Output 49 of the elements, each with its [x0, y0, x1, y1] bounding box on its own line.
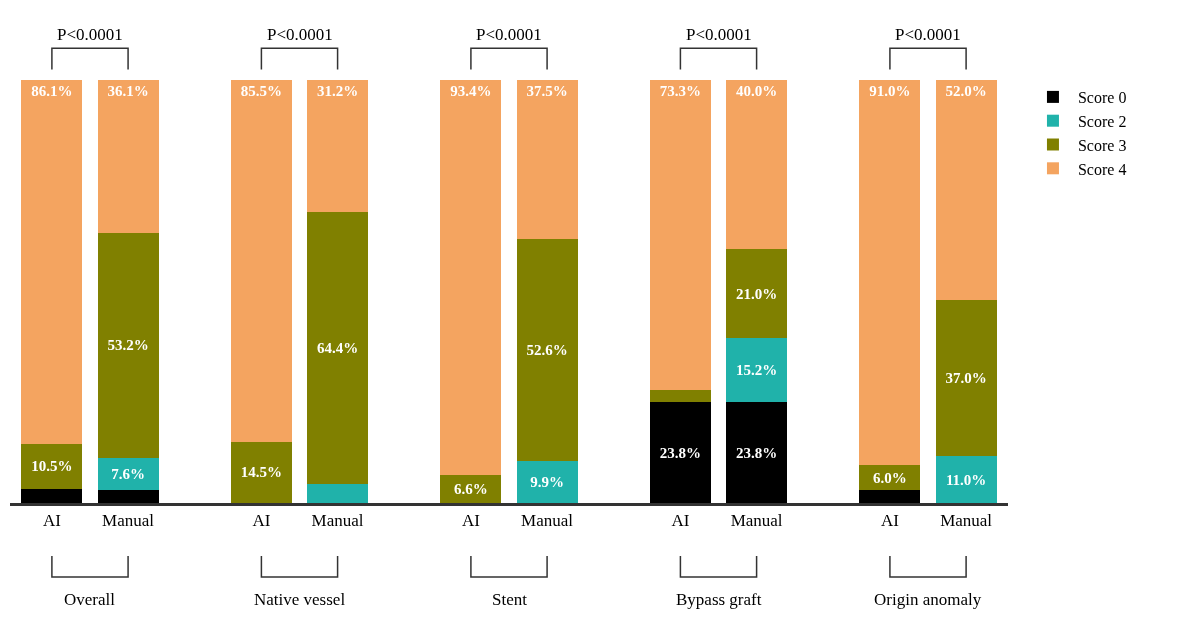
legend-label: Score 4: [1077, 160, 1127, 178]
text: Bypass graft: [676, 590, 762, 609]
legend-label: Score 3: [1077, 136, 1127, 154]
data-label: 73.3%: [659, 83, 702, 99]
data-label: 11.0%: [945, 471, 987, 488]
data-label: 52.0%: [945, 83, 987, 99]
x-tick-label: Manual: [730, 511, 783, 531]
text: Stent: [492, 590, 528, 609]
data-label: 6.0%: [873, 469, 907, 486]
x-tick-label: AI: [252, 511, 271, 531]
text: P<0.0001: [895, 25, 961, 44]
data-label: 53.2%: [107, 337, 149, 354]
data-label: 85.5%: [240, 83, 283, 99]
data-label: 37.5%: [526, 83, 568, 99]
text: Origin anomaly: [874, 590, 982, 609]
x-tick-label: AI: [461, 511, 481, 531]
legend-label: Score 0: [1077, 89, 1127, 107]
data-label: 14.5%: [240, 464, 283, 481]
text: P<0.0001: [476, 25, 542, 44]
data-label: 40.0%: [735, 83, 778, 99]
x-tick-label: Manual: [521, 511, 574, 531]
text: Overall: [64, 590, 116, 609]
data-label: 6.6%: [454, 481, 488, 498]
data-label: 64.4%: [316, 340, 359, 357]
x-tick-label: Manual: [940, 511, 993, 531]
legend-label: Score 2: [1077, 112, 1127, 130]
x-tick-label: Manual: [102, 511, 155, 531]
data-label: 86.1%: [31, 83, 73, 99]
x-tick-label: Manual: [311, 511, 364, 531]
x-tick-label: AI: [671, 511, 690, 531]
data-label: 21.0%: [735, 285, 778, 302]
data-label: 31.2%: [316, 83, 359, 99]
data-label: 15.2%: [735, 362, 778, 379]
data-label: 23.8%: [735, 444, 778, 461]
x-tick-label: AI: [42, 511, 62, 531]
data-label: 52.6%: [526, 341, 568, 358]
data-label: 36.1%: [107, 83, 149, 99]
data-label: 91.0%: [869, 83, 911, 99]
x-tick-label: AI: [880, 511, 900, 531]
data-label: 37.0%: [945, 370, 987, 387]
text: Native vessel: [254, 590, 346, 609]
data-label: 93.4%: [450, 83, 492, 99]
text: P<0.0001: [686, 25, 752, 44]
text: P<0.0001: [267, 25, 333, 44]
text: P<0.0001: [57, 25, 123, 44]
data-label: 23.8%: [659, 444, 702, 461]
data-label: 9.9%: [530, 474, 564, 491]
data-label: 10.5%: [31, 458, 73, 475]
data-label: 7.6%: [111, 465, 145, 482]
